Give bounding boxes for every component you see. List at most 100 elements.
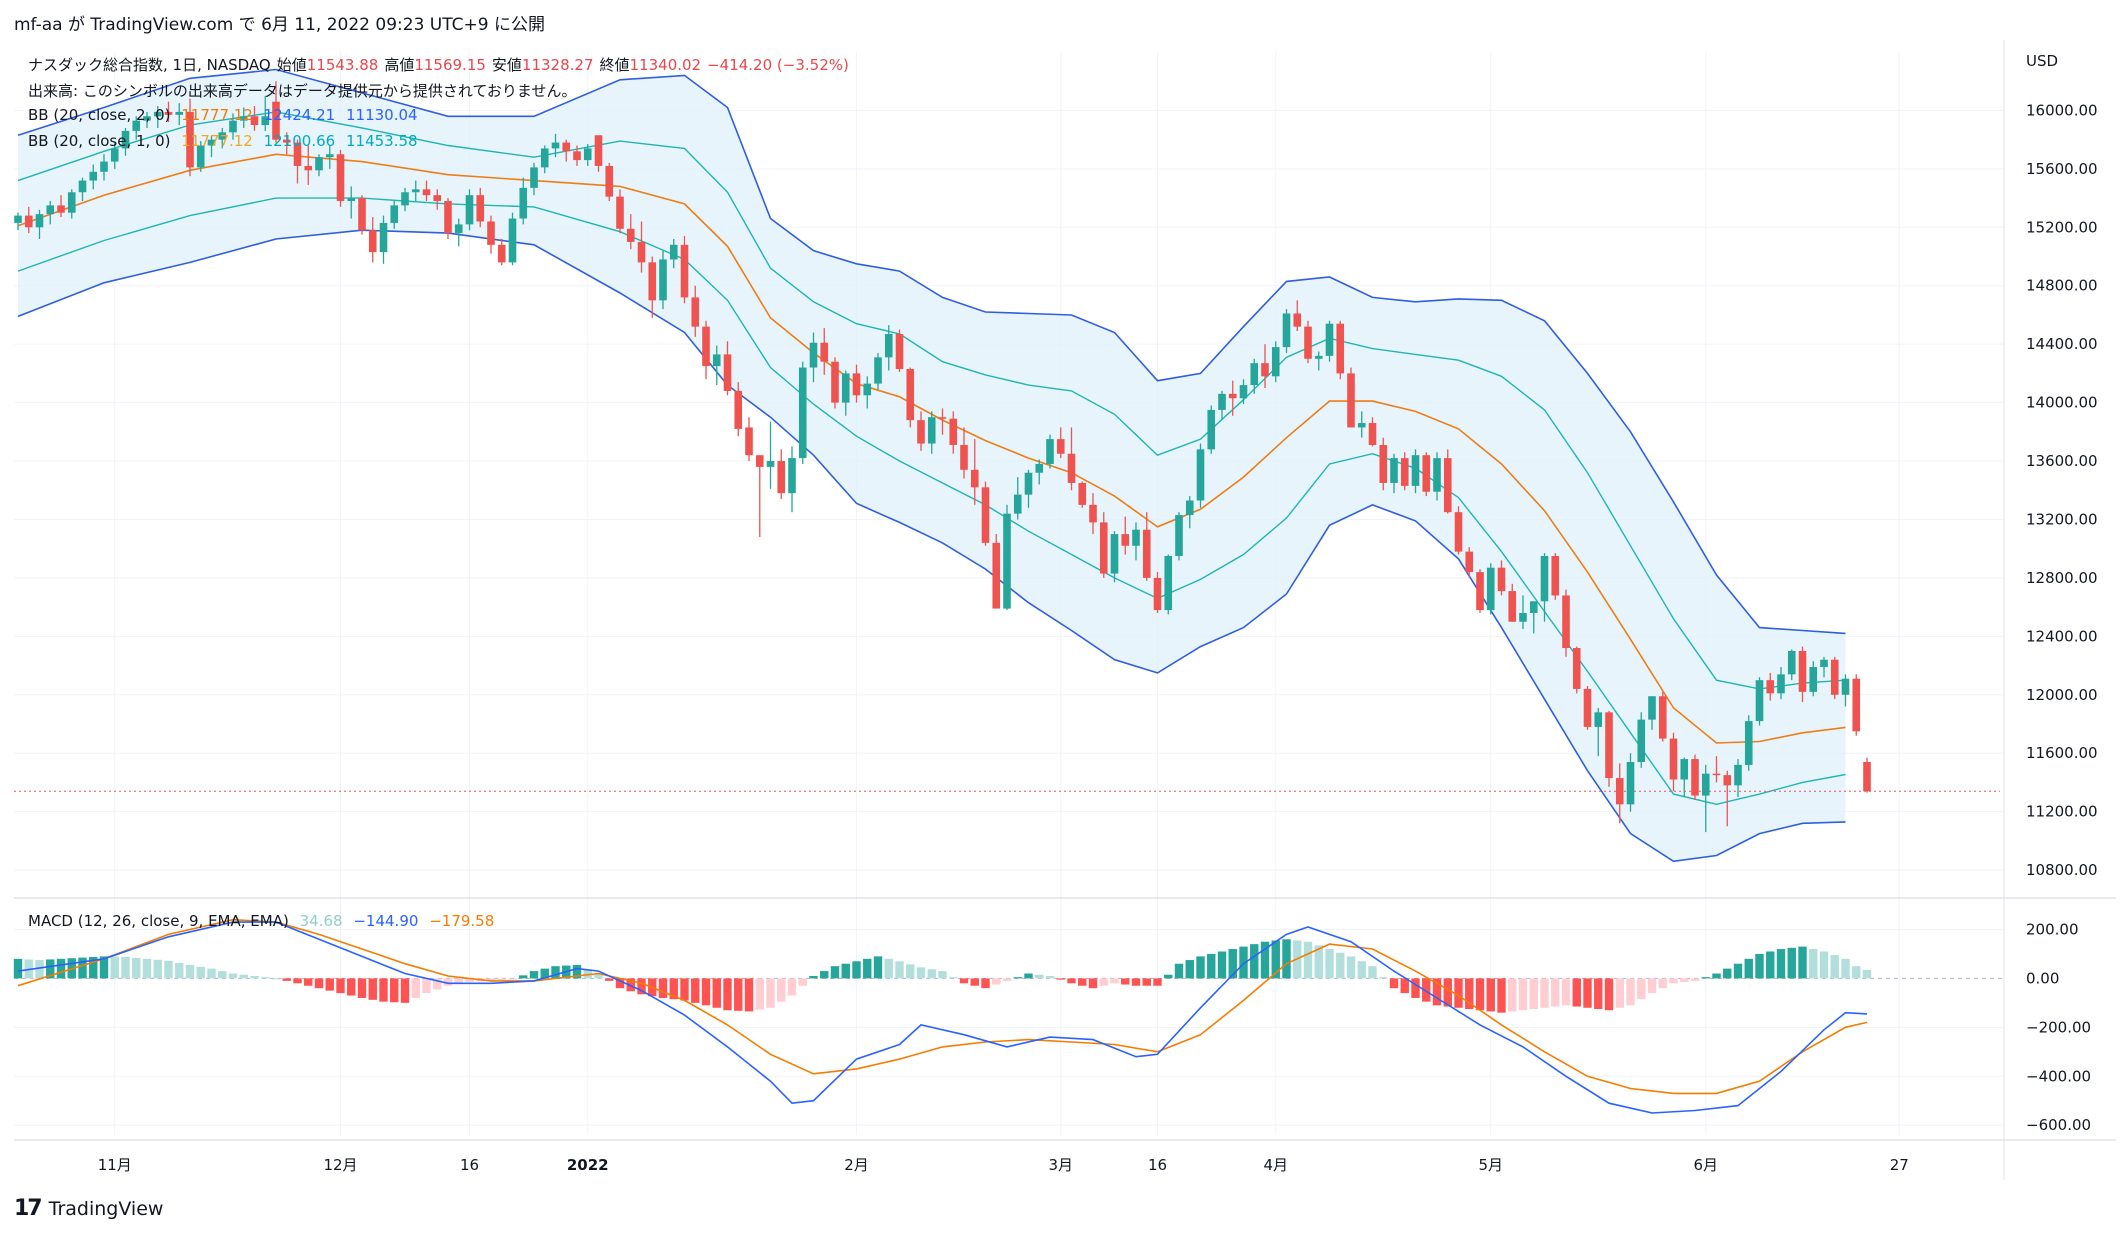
candle-body [594,135,603,166]
macd-histogram-bar [1067,978,1076,984]
macd-histogram-bar [906,964,915,979]
candle-body [777,461,786,494]
candle-body [1712,773,1721,776]
price-tick-label: 12000.00 [2026,686,2098,704]
macd-histogram-bar [121,956,130,979]
candle-body [809,342,818,368]
candle-body [508,218,517,263]
macd-histogram-bar [239,974,248,979]
macd-tick-label: 0.00 [2026,969,2059,987]
macd-histogram-bar [1013,977,1022,979]
macd-histogram-bar [927,969,936,979]
candle-body [293,142,302,166]
candle-body [992,542,1001,609]
macd-histogram-bar [99,956,109,979]
bb1-legend[interactable]: BB (20, close, 2, 0) 11777.12 12424.21 1… [28,106,424,124]
price-tick-label: 11200.00 [2026,803,2098,821]
macd-histogram-bar [1217,951,1227,979]
macd-histogram-bar [1626,978,1635,1006]
candle-body [669,244,678,260]
candle-body [304,165,313,171]
macd-legend[interactable]: MACD (12, 26, close, 9, EMA, EMA) 34.68 … [28,912,500,930]
macd-histogram-bar [895,961,904,979]
macd-histogram-bar [701,978,711,1006]
macd-histogram-bar [1142,978,1151,986]
macd-histogram-bar [1486,978,1495,1012]
bb2-legend[interactable]: BB (20, close, 1, 0) 11777.12 12100.66 1… [28,132,424,150]
candle-body [1196,449,1205,501]
bb1-upper-value: 12424.21 [263,106,336,124]
price-tick-label: 15200.00 [2026,218,2098,236]
candle-body [1497,567,1506,592]
macd-histogram-bar [1196,956,1205,979]
macd-histogram-bar [1239,946,1248,979]
macd-histogram-bar [1669,978,1678,984]
bb2-lower-value: 11453.58 [345,132,418,150]
brand-name: TradingView [48,1197,164,1220]
candle-body [745,427,753,456]
candle-body [648,262,657,301]
macd-histogram-bar [1583,978,1592,1008]
macd-histogram-bar [529,971,539,979]
macd-histogram-bar [1862,969,1872,979]
macd-histogram-bar [1303,941,1313,979]
candle-body [1443,458,1452,513]
macd-histogram-bar [508,978,517,980]
macd-histogram-bar [841,963,850,979]
candle-body [1110,534,1119,574]
macd-histogram-bar [1454,978,1463,1008]
macd-histogram-bar [519,975,528,979]
macd-histogram-bar [669,978,678,1000]
macd-histogram-bar [1819,951,1829,979]
macd-histogram-bar [884,958,893,979]
time-tick-label: 11月 [98,1156,132,1174]
candle-body [1615,778,1624,805]
macd-histogram-bar [744,978,754,1012]
macd-histogram-bar [981,978,990,989]
candle-body [1433,458,1441,492]
macd-histogram-bar [325,978,334,991]
macd-tick-label: −600.00 [2026,1116,2091,1134]
candle-body [1820,659,1828,668]
volume-note: 出来高: このシンボルの出来高データはデータ提供元から提供されておりません。 [28,82,577,100]
macd-histogram-bar [680,978,689,1001]
candle-body [1132,529,1140,546]
candle-body [1454,512,1463,552]
candle-body [1153,577,1162,611]
macd-histogram-bar [1185,960,1194,979]
macd-histogram-bar [626,978,635,992]
macd-histogram-bar [1389,978,1399,989]
macd-histogram-bar [411,978,420,998]
macd-histogram-bar [1443,978,1452,1007]
candle-body [1046,439,1054,464]
price-axis: 16000.00 15600.00 15200.00 14800.00 14400.00… [2026,101,2098,879]
candle-body [1594,712,1603,727]
macd-histogram-bar [35,960,44,979]
price-tick-label: 12800.00 [2026,569,2098,587]
candle-body [820,342,829,362]
time-tick-label: 5月 [1478,1156,1503,1174]
candle-body [1691,759,1699,796]
candle-body [347,198,356,202]
macd-histogram-bar [637,978,646,995]
macd-histogram-bar [400,978,410,1003]
brand-footer[interactable]: 17 TradingView [14,1196,163,1221]
macd-histogram-bar [13,958,23,979]
candle-body [35,214,44,228]
time-tick-label: 27 [1890,1156,1909,1174]
candle-body [57,205,65,213]
candle-body [1175,515,1183,556]
main-legend: ナスダック総合指数, 1日, NASDAQ 始値11543.88 高値11569.1… [28,54,855,75]
candle-body [626,228,635,242]
candle-body [540,148,549,168]
macd-histogram-bar [497,978,506,981]
candle-body [927,417,936,444]
macd-histogram-bar [551,966,560,979]
macd-histogram-bar [1045,975,1055,979]
macd-histogram-bar [755,978,764,1010]
macd-histogram-bar [250,975,259,979]
macd-histogram-bar [1680,978,1689,983]
macd-axis: 200.00 0.00 −200.00 −400.00 −600.00 [2026,920,2091,1134]
time-tick-label: 16 [460,1156,479,1174]
